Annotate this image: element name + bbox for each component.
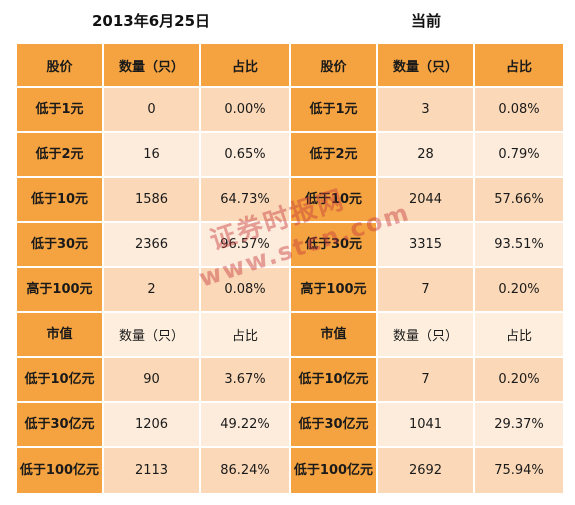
table-cell: 0.00% xyxy=(201,88,289,131)
row-label: 低于10元 xyxy=(17,178,102,221)
row-label: 低于30元 xyxy=(291,223,376,266)
table-row: 低于2元 16 0.65% 低于2元 28 0.79% xyxy=(17,133,563,176)
row-label: 低于30亿元 xyxy=(291,403,376,446)
table-cell: 7 xyxy=(378,358,473,401)
table-cell: 0.20% xyxy=(475,268,563,311)
table-cell: 2692 xyxy=(378,448,473,493)
table-cell: 29.37% xyxy=(475,403,563,446)
row-label: 低于30元 xyxy=(17,223,102,266)
row-label: 低于10亿元 xyxy=(17,358,102,401)
table-cell: 1041 xyxy=(378,403,473,446)
table-cell: 2113 xyxy=(104,448,199,493)
header-cell: 数量（只） xyxy=(378,313,473,356)
row-label: 高于100元 xyxy=(291,268,376,311)
table-row: 低于10元 1586 64.73% 低于10元 2044 57.66% xyxy=(17,178,563,221)
table-cell: 2044 xyxy=(378,178,473,221)
header-cell: 占比 xyxy=(201,313,289,356)
header-cell: 数量（只） xyxy=(378,44,473,86)
table-cell: 3315 xyxy=(378,223,473,266)
table-cell: 2366 xyxy=(104,223,199,266)
table-cell: 64.73% xyxy=(201,178,289,221)
table-cell: 0 xyxy=(104,88,199,131)
row-label: 高于100元 xyxy=(17,268,102,311)
title-bar: 2013年6月25日 当前 xyxy=(0,0,575,42)
title-left-date: 2013年6月25日 xyxy=(91,12,211,30)
table-row: 低于10亿元 90 3.67% 低于10亿元 7 0.20% xyxy=(17,358,563,401)
table-cell: 90 xyxy=(104,358,199,401)
table-row: 高于100元 2 0.08% 高于100元 7 0.20% xyxy=(17,268,563,311)
row-label: 低于10亿元 xyxy=(291,358,376,401)
header-cell: 股价 xyxy=(291,44,376,86)
table-row: 低于100亿元 2113 86.24% 低于100亿元 2692 75.94% xyxy=(17,448,563,493)
table-cell: 0.08% xyxy=(201,268,289,311)
header-cell: 股价 xyxy=(17,44,102,86)
row-label: 低于100亿元 xyxy=(17,448,102,493)
title-right-current: 当前 xyxy=(410,12,441,30)
table-cell: 75.94% xyxy=(475,448,563,493)
table-row: 低于30元 2366 96.57% 低于30元 3315 93.51% xyxy=(17,223,563,266)
table-cell: 3.67% xyxy=(201,358,289,401)
table-cell: 16 xyxy=(104,133,199,176)
stock-comparison-table: 股价 数量（只） 占比 股价 数量（只） 占比 低于1元 0 0.00% 低于1… xyxy=(15,42,565,495)
row-label: 低于2元 xyxy=(17,133,102,176)
table-cell: 86.24% xyxy=(201,448,289,493)
header-cell: 市值 xyxy=(17,313,102,356)
table-row: 低于30亿元 1206 49.22% 低于30亿元 1041 29.37% xyxy=(17,403,563,446)
header-cell: 数量（只） xyxy=(104,44,199,86)
table-cell: 0.65% xyxy=(201,133,289,176)
row-label: 低于2元 xyxy=(291,133,376,176)
table-cell: 93.51% xyxy=(475,223,563,266)
table-cell: 3 xyxy=(378,88,473,131)
table-cell: 57.66% xyxy=(475,178,563,221)
header-cell: 占比 xyxy=(475,313,563,356)
header-cell: 市值 xyxy=(291,313,376,356)
header-cell: 占比 xyxy=(475,44,563,86)
table-cell: 96.57% xyxy=(201,223,289,266)
price-header-row: 股价 数量（只） 占比 股价 数量（只） 占比 xyxy=(17,44,563,86)
row-label: 低于100亿元 xyxy=(291,448,376,493)
header-cell: 数量（只） xyxy=(104,313,199,356)
row-label: 低于1元 xyxy=(291,88,376,131)
header-cell: 占比 xyxy=(201,44,289,86)
table-cell: 7 xyxy=(378,268,473,311)
market-cap-header-row: 市值 数量（只） 占比 市值 数量（只） 占比 xyxy=(17,313,563,356)
table-cell: 0.08% xyxy=(475,88,563,131)
row-label: 低于30亿元 xyxy=(17,403,102,446)
table-cell: 1586 xyxy=(104,178,199,221)
table-cell: 2 xyxy=(104,268,199,311)
table-cell: 28 xyxy=(378,133,473,176)
table-cell: 0.79% xyxy=(475,133,563,176)
table-cell: 1206 xyxy=(104,403,199,446)
table-row: 低于1元 0 0.00% 低于1元 3 0.08% xyxy=(17,88,563,131)
row-label: 低于10元 xyxy=(291,178,376,221)
table-cell: 0.20% xyxy=(475,358,563,401)
table-cell: 49.22% xyxy=(201,403,289,446)
row-label: 低于1元 xyxy=(17,88,102,131)
